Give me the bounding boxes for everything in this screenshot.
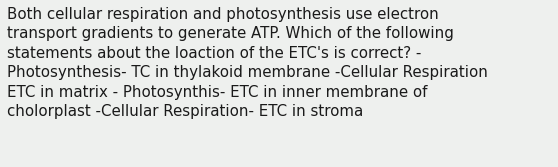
Text: Both cellular respiration and photosynthesis use electron
transport gradients to: Both cellular respiration and photosynth… [7, 7, 488, 119]
